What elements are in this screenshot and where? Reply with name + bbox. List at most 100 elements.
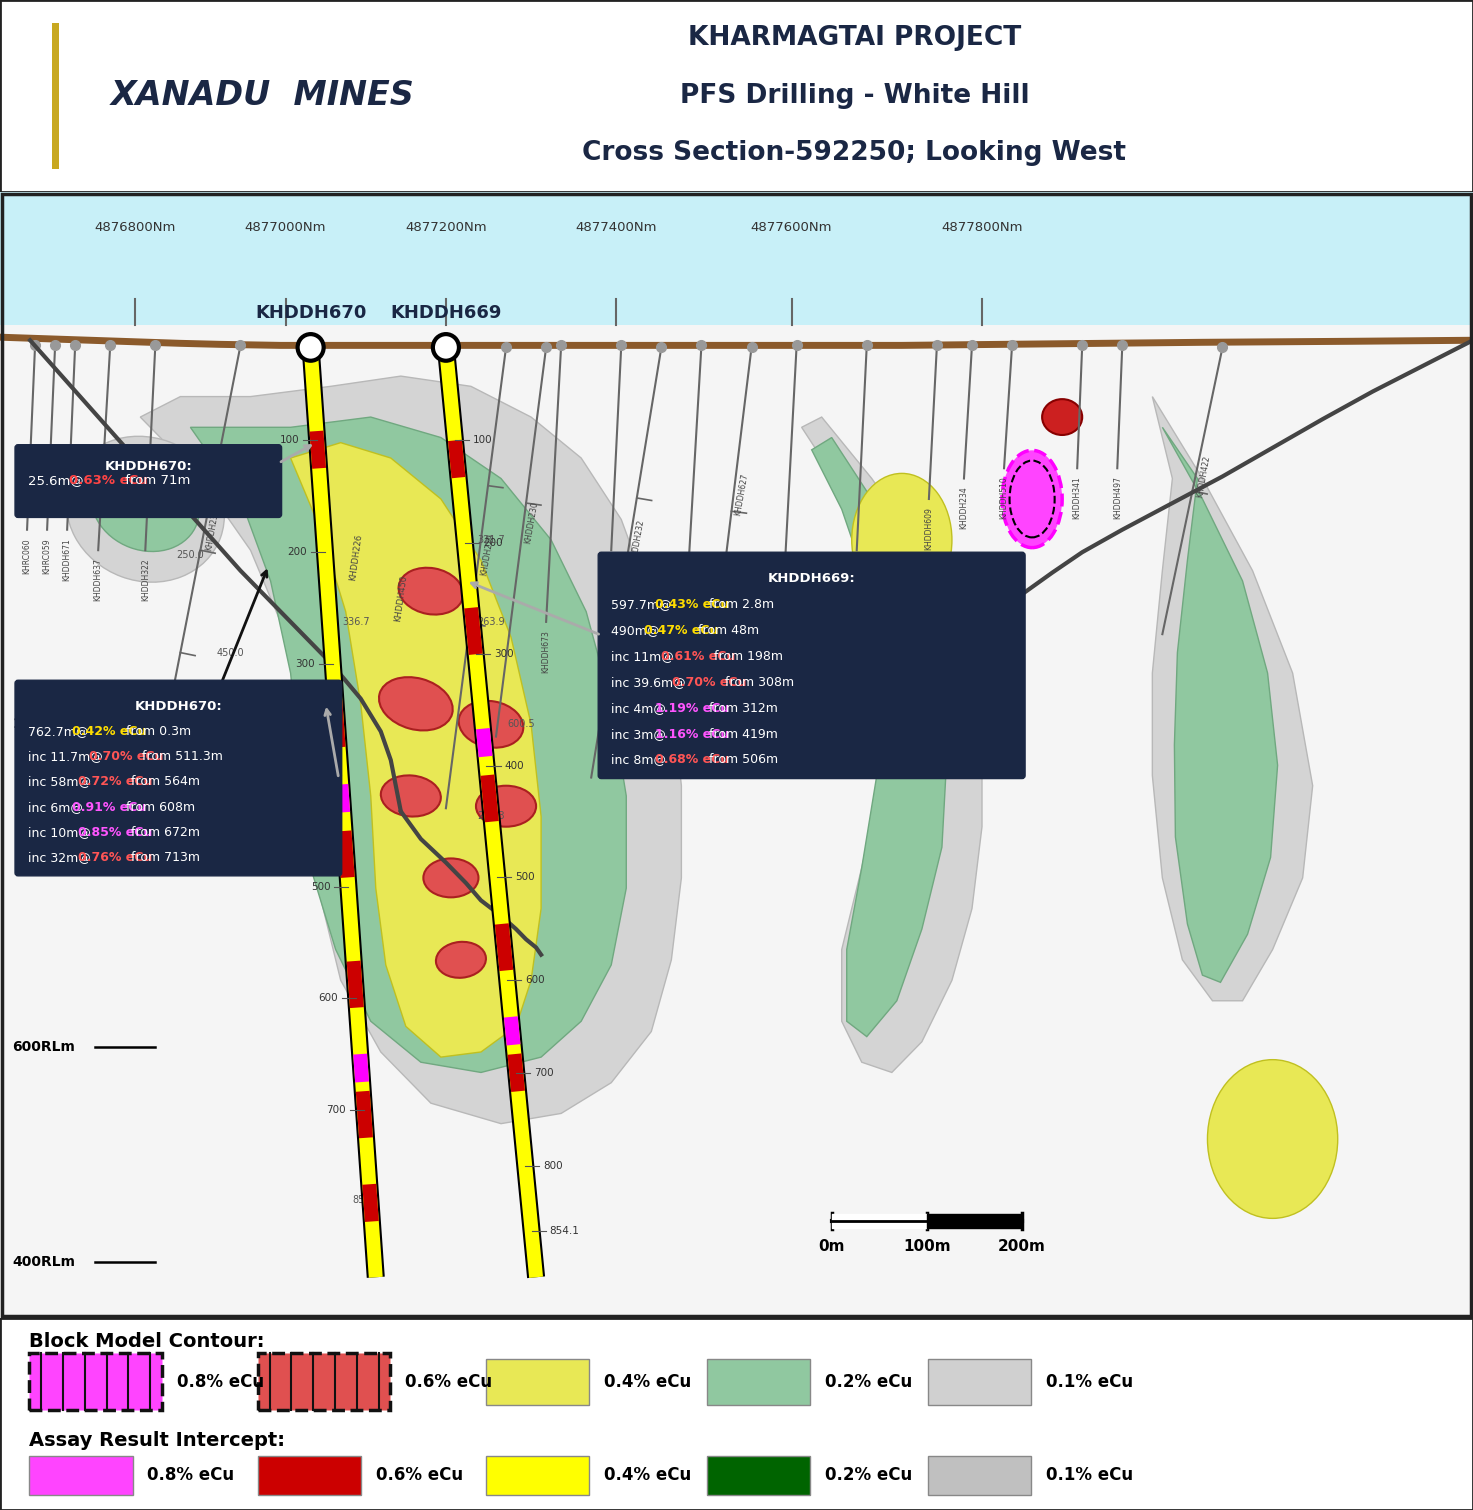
Text: KHDDH497: KHDDH497 xyxy=(1112,477,1122,519)
FancyBboxPatch shape xyxy=(598,553,1025,779)
Text: Assay Result Intercept:: Assay Result Intercept: xyxy=(29,1431,286,1451)
Text: XANADU  MINES: XANADU MINES xyxy=(110,80,414,112)
Polygon shape xyxy=(1152,397,1312,1001)
Text: 800: 800 xyxy=(544,1161,563,1170)
Ellipse shape xyxy=(476,785,536,826)
Text: 0.2% eCu: 0.2% eCu xyxy=(825,1373,912,1391)
Text: 0.70% eCu: 0.70% eCu xyxy=(88,750,164,763)
Text: 600RLm: 600RLm xyxy=(12,1040,75,1054)
Text: KHDDH232: KHDDH232 xyxy=(630,519,647,563)
Text: 0.42% eCu: 0.42% eCu xyxy=(72,725,146,738)
Text: 100: 100 xyxy=(473,435,492,445)
Text: 0.72% eCu: 0.72% eCu xyxy=(78,775,152,788)
Ellipse shape xyxy=(66,436,224,583)
Text: 600: 600 xyxy=(526,975,545,985)
Text: from 564m: from 564m xyxy=(127,775,200,788)
Text: 200: 200 xyxy=(287,547,306,557)
Ellipse shape xyxy=(851,474,952,607)
Bar xyxy=(258,1456,361,1495)
Text: 500: 500 xyxy=(311,882,330,892)
Text: 4877000Nm: 4877000Nm xyxy=(245,220,327,234)
Text: 500: 500 xyxy=(516,873,535,882)
Ellipse shape xyxy=(1002,450,1062,548)
Ellipse shape xyxy=(1041,399,1083,435)
Text: KHDDH670: KHDDH670 xyxy=(255,304,367,322)
Text: inc 3m@: inc 3m@ xyxy=(611,728,670,740)
Bar xyxy=(928,1359,1031,1404)
Text: 4877800Nm: 4877800Nm xyxy=(941,220,1022,234)
Text: KHDDH510: KHDDH510 xyxy=(1000,477,1009,519)
Polygon shape xyxy=(190,417,626,1072)
Text: 400RLm: 400RLm xyxy=(12,1255,75,1268)
Text: 0.4% eCu: 0.4% eCu xyxy=(604,1373,691,1391)
Text: KHRC060: KHRC060 xyxy=(22,538,31,574)
Text: inc 4m@: inc 4m@ xyxy=(611,702,670,714)
Text: 0.91% eCu: 0.91% eCu xyxy=(72,800,146,814)
Text: KHDDH450: KHDDH450 xyxy=(393,574,408,622)
Text: from 308m: from 308m xyxy=(722,676,794,689)
Text: from 71m: from 71m xyxy=(121,474,190,488)
Text: inc 8m@: inc 8m@ xyxy=(611,753,670,767)
Text: from 713m: from 713m xyxy=(127,852,200,864)
Text: 0.6% eCu: 0.6% eCu xyxy=(405,1373,492,1391)
Text: KHDDH226: KHDDH226 xyxy=(348,533,364,581)
Text: 0.70% eCu: 0.70% eCu xyxy=(672,676,747,689)
Text: 1.16% eCu: 1.16% eCu xyxy=(655,728,729,740)
Text: 0.47% eCu: 0.47% eCu xyxy=(644,624,719,637)
Text: KHDDH324: KHDDH324 xyxy=(607,559,616,601)
Text: KHDDH673: KHDDH673 xyxy=(542,630,551,673)
Text: 204.3: 204.3 xyxy=(477,811,505,821)
Text: inc 6m@: inc 6m@ xyxy=(28,800,87,814)
Text: 700: 700 xyxy=(327,1105,346,1114)
Text: KHDDH422: KHDDH422 xyxy=(1196,455,1212,498)
Text: Block Model Contour:: Block Model Contour: xyxy=(29,1332,265,1351)
Text: PFS Drilling - White Hill: PFS Drilling - White Hill xyxy=(679,83,1030,109)
Text: 321.7: 321.7 xyxy=(477,535,505,545)
Text: from 48m: from 48m xyxy=(694,624,759,637)
Text: from 198m: from 198m xyxy=(710,649,784,663)
Text: 336.7: 336.7 xyxy=(342,618,370,627)
Text: 762.7m@: 762.7m@ xyxy=(28,725,93,738)
Text: 490m@: 490m@ xyxy=(611,624,664,637)
Text: 0.85% eCu: 0.85% eCu xyxy=(78,826,152,840)
Text: KHDDH670:: KHDDH670: xyxy=(134,699,222,713)
Text: 4877600Nm: 4877600Nm xyxy=(751,220,832,234)
Polygon shape xyxy=(140,376,682,1123)
Bar xyxy=(486,1456,589,1495)
Text: from 672m: from 672m xyxy=(127,826,200,840)
Text: 100: 100 xyxy=(280,435,299,445)
Text: Open
Pit Design: Open Pit Design xyxy=(134,705,237,744)
Text: 0.61% eCu: 0.61% eCu xyxy=(661,649,735,663)
Text: KHDDH671: KHDDH671 xyxy=(63,538,72,581)
Text: 0.8% eCu: 0.8% eCu xyxy=(177,1373,264,1391)
Text: 0.76% eCu: 0.76% eCu xyxy=(78,852,152,864)
Text: KHDDH627: KHDDH627 xyxy=(734,473,750,516)
Text: 1.19% eCu: 1.19% eCu xyxy=(655,702,729,714)
FancyBboxPatch shape xyxy=(15,680,342,876)
Polygon shape xyxy=(801,417,982,1072)
Text: 854.1: 854.1 xyxy=(549,1226,579,1235)
Text: 100m: 100m xyxy=(903,1240,950,1255)
Text: KHDDH231: KHDDH231 xyxy=(205,507,221,551)
Ellipse shape xyxy=(423,858,479,897)
Bar xyxy=(52,23,59,169)
Text: 597.7m@: 597.7m@ xyxy=(611,598,676,612)
Ellipse shape xyxy=(382,775,440,817)
Text: inc 10m@: inc 10m@ xyxy=(28,826,94,840)
Text: KHDDH637: KHDDH637 xyxy=(94,559,103,601)
Text: KHDDH229: KHDDH229 xyxy=(479,533,495,577)
Text: 200m: 200m xyxy=(999,1240,1046,1255)
Text: KHDDH669:: KHDDH669: xyxy=(767,572,856,584)
Polygon shape xyxy=(1162,427,1277,983)
Text: 0.1% eCu: 0.1% eCu xyxy=(1046,1466,1133,1484)
Text: 854.1: 854.1 xyxy=(352,1196,380,1205)
Text: inc 11.7m@: inc 11.7m@ xyxy=(28,750,108,763)
Text: from 608m: from 608m xyxy=(122,800,194,814)
Text: KHDDH234: KHDDH234 xyxy=(959,486,968,530)
Text: 450.0: 450.0 xyxy=(217,648,245,657)
Text: KHRC059: KHRC059 xyxy=(43,538,52,574)
Text: 4877200Nm: 4877200Nm xyxy=(405,220,486,234)
Text: KHDDH341: KHDDH341 xyxy=(1072,477,1081,519)
Text: from 419m: from 419m xyxy=(706,728,778,740)
Bar xyxy=(707,1359,810,1404)
